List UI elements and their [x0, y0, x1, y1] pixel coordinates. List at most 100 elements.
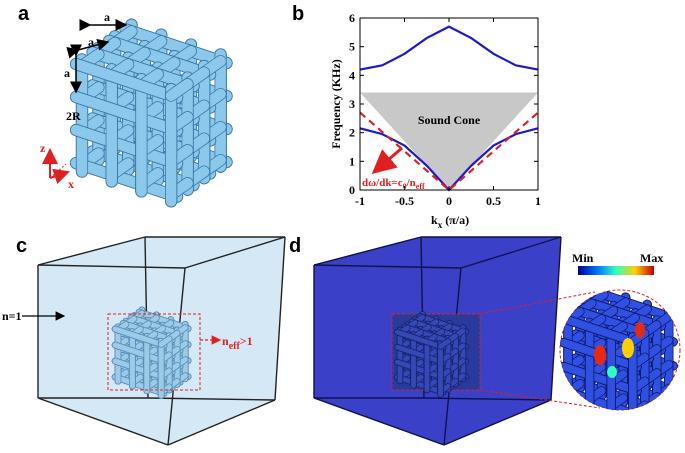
- cube-edge: [443, 399, 552, 446]
- cube-edge: [184, 236, 286, 269]
- rod: [70, 91, 183, 136]
- y-axis-label: Frequency (KHz): [329, 59, 343, 148]
- x-axis-label: kx (π/a): [431, 213, 469, 230]
- colorbar: [578, 266, 654, 275]
- hot-spot: [635, 322, 645, 338]
- axis-arrow: [49, 168, 70, 185]
- y-tick-label: 2: [349, 126, 355, 140]
- rod: [394, 359, 446, 380]
- cube-edge: [37, 264, 186, 269]
- annotation-arrow: [371, 146, 403, 174]
- rod: [70, 58, 183, 103]
- text: n: [222, 334, 229, 348]
- plot-frame: [359, 17, 539, 191]
- cube-edge: [460, 236, 562, 269]
- cube-edge: [37, 236, 146, 266]
- cube-edge: [313, 236, 422, 266]
- text: k: [431, 213, 438, 227]
- annotation: 2R: [66, 109, 81, 123]
- panel-label: a: [18, 3, 30, 25]
- hot-spot: [622, 338, 634, 358]
- subscript: 0: [403, 182, 407, 191]
- x-tick-label: -1: [355, 194, 365, 208]
- rod: [112, 374, 167, 396]
- band-line: [359, 25, 539, 71]
- annotation: a: [64, 66, 70, 80]
- rod: [120, 24, 232, 69]
- annotation: a: [88, 35, 94, 49]
- cube-edge: [37, 397, 169, 446]
- rod: [128, 315, 183, 337]
- dimension-arrow: [66, 38, 110, 59]
- cube-edge: [274, 236, 286, 401]
- zoom-line: [479, 291, 596, 315]
- rod: [70, 124, 183, 169]
- rod: [417, 313, 469, 335]
- band-line: [359, 111, 539, 192]
- highlight-box: [107, 313, 201, 391]
- lattice: [111, 306, 192, 399]
- subscript: x: [438, 220, 443, 230]
- text: /n: [406, 177, 416, 189]
- rod: [402, 324, 454, 345]
- y-tick-label: 0: [349, 183, 355, 197]
- rod: [112, 342, 167, 364]
- lattice: [394, 311, 469, 398]
- cube-edge: [550, 236, 562, 401]
- rod: [438, 338, 451, 349]
- axis-label: x: [68, 177, 74, 191]
- medium-label: n=1: [2, 309, 22, 323]
- rod: [112, 326, 167, 348]
- rod: [112, 358, 167, 380]
- axis-arrow: [49, 163, 67, 179]
- x-tick-label: 0.5: [486, 194, 501, 208]
- rod: [595, 290, 677, 322]
- rod: [120, 320, 175, 343]
- colorbar-label: Min: [572, 251, 594, 265]
- sound-cone: [360, 92, 538, 190]
- panel-label: c: [16, 235, 27, 257]
- annotation: a: [104, 10, 110, 24]
- rod: [70, 157, 183, 202]
- rod: [583, 297, 665, 331]
- rod: [394, 329, 446, 350]
- axis-label: z: [40, 141, 46, 155]
- lattice: [69, 18, 233, 208]
- cube-edge: [147, 397, 276, 401]
- rod: [136, 309, 191, 332]
- panel-label: b: [292, 3, 304, 25]
- hot-spot: [594, 345, 606, 365]
- cone-label: Sound Cone: [418, 113, 481, 127]
- annotation: dω/dk=c0/neff: [362, 177, 425, 191]
- rod: [103, 35, 216, 80]
- cube-edge: [313, 264, 462, 269]
- rod: [560, 362, 641, 395]
- chart: Sound Cone 0 1 2 3 4 5 6 -1 -0.5 0 0.5 1 kx (π/a) Freq…: [329, 11, 541, 230]
- y-tick-label: 4: [349, 68, 355, 82]
- cube-edge: [313, 397, 445, 446]
- text: >1: [240, 334, 253, 348]
- panel-label: d: [289, 235, 301, 257]
- zoom-line: [479, 389, 601, 409]
- text: (π/a): [442, 213, 469, 227]
- rod: [165, 78, 193, 101]
- inclusion-label: neff>1: [222, 334, 253, 352]
- x-tick-label: 1: [535, 194, 541, 208]
- x-tick-label: -0.5: [395, 194, 414, 208]
- cube-edge: [423, 397, 552, 401]
- colorbar-label: Max: [640, 251, 663, 265]
- rod: [158, 336, 172, 347]
- y-tick-label: 6: [349, 11, 355, 25]
- subscript: eff: [229, 341, 241, 352]
- lattice: [560, 290, 678, 410]
- subscript: eff: [416, 182, 425, 191]
- hot-spot: [607, 366, 617, 378]
- text: dω/dk=c: [362, 177, 403, 189]
- rod: [409, 319, 461, 340]
- y-tick-label: 1: [349, 154, 355, 168]
- cube-edge: [167, 399, 276, 446]
- rod: [560, 314, 641, 347]
- x-tick-label: 0: [446, 194, 452, 208]
- rod: [394, 344, 446, 365]
